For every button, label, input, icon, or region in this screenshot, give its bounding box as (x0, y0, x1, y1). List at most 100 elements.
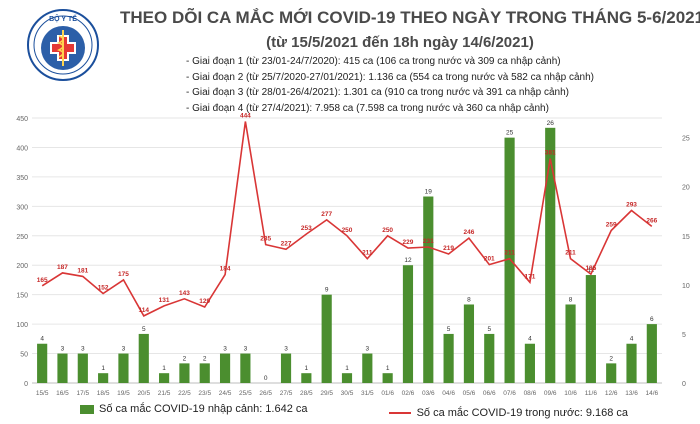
left-axis-tick-label: 400 (16, 145, 28, 152)
chart-legend: Số ca mắc COVID-19 nhập cảnh: 1.642 ca S… (80, 403, 700, 419)
bar-value-label: 5 (487, 326, 491, 333)
line-value-label: 211 (565, 250, 576, 257)
left-axis-tick-label: 50 (20, 352, 28, 359)
bar-value-label: 3 (366, 346, 370, 353)
line-value-label: 184 (220, 266, 231, 273)
bar-value-label: 4 (40, 336, 44, 343)
phase-2-text: - Giai đoạn 2 (từ 25/7/2020-27/01/2021):… (186, 71, 594, 83)
bar-value-label: 25 (506, 130, 514, 137)
line-value-label: 250 (342, 227, 353, 234)
right-axis-tick-label: 15 (682, 234, 690, 241)
x-axis-tick-label: 02/6 (402, 390, 415, 397)
bar-value-label: 19 (425, 189, 433, 196)
bar-value-label: 26 (547, 120, 555, 127)
x-axis-tick-label: 20/5 (137, 390, 150, 397)
phase-4-text: - Giai đoạn 4 (từ 27/4/2021): 7.958 ca (… (186, 102, 549, 114)
line-value-label: 211 (362, 250, 373, 257)
legend-item-imported: Số ca mắc COVID-19 nhập cảnh: 1.642 ca (80, 403, 308, 415)
x-axis-tick-label: 26/5 (259, 390, 272, 397)
x-axis-tick-label: 25/5 (239, 390, 252, 397)
legend-bar-swatch (80, 404, 94, 414)
left-axis-tick-label: 350 (16, 175, 28, 182)
bar-value-label: 2 (609, 355, 613, 362)
line-value-label: 259 (606, 221, 617, 228)
line-value-label: 229 (403, 239, 414, 246)
x-axis-tick-label: 18/5 (97, 390, 110, 397)
left-axis-tick-label: 300 (16, 204, 28, 211)
bar-imported (159, 373, 170, 383)
bar-imported (606, 363, 617, 383)
x-axis-tick-label: 08/6 (524, 390, 537, 397)
x-axis-tick-label: 14/6 (646, 390, 659, 397)
line-value-label: 114 (139, 307, 150, 314)
phase-1-text: - Giai đoạn 1 (từ 23/01-24/7/2020): 415 … (186, 56, 561, 67)
x-axis-tick-label: 03/6 (422, 390, 435, 397)
line-value-label: 381 (545, 150, 556, 157)
legend-line-swatch (388, 411, 411, 414)
bar-imported (321, 294, 332, 383)
line-value-label: 171 (524, 273, 535, 280)
bar-value-label: 3 (284, 346, 288, 353)
line-value-label: 266 (646, 217, 657, 224)
x-axis-tick-label: 01/6 (381, 390, 394, 397)
bar-value-label: 3 (81, 346, 85, 353)
bar-imported (341, 373, 353, 383)
x-axis-tick-label: 22/5 (178, 390, 191, 397)
bar-imported (443, 333, 454, 383)
line-value-label: 231 (423, 238, 434, 245)
bar-imported (179, 363, 190, 383)
right-axis-tick-label: 25 (682, 136, 690, 143)
left-axis-tick-label: 250 (16, 234, 28, 241)
line-value-label: 253 (301, 225, 312, 232)
bar-value-label: 1 (345, 365, 349, 372)
bar-value-label: 0 (264, 375, 268, 382)
bar-imported (240, 353, 251, 383)
bar-value-label: 2 (183, 355, 187, 362)
bar-value-label: 1 (305, 365, 309, 372)
bar-value-label: 8 (569, 296, 573, 303)
left-axis-tick-label: 450 (16, 116, 28, 123)
right-axis-tick-label: 0 (682, 381, 686, 388)
bar-imported (484, 333, 495, 383)
x-axis-tick-label: 30/5 (341, 390, 354, 397)
x-axis-tick-label: 16/5 (56, 390, 69, 397)
bar-imported (504, 137, 515, 383)
line-value-label: 165 (37, 277, 48, 284)
bar-imported (362, 353, 373, 383)
x-axis-tick-label: 11/6 (585, 390, 598, 397)
chart-title: THEO DÕI CA MẮC MỚI COVID-19 THEO NGÀY T… (120, 8, 700, 27)
bar-value-label: 3 (61, 346, 65, 353)
bar-value-label: 5 (142, 326, 146, 333)
line-value-label: 143 (179, 290, 190, 297)
bar-value-label: 8 (467, 296, 471, 303)
line-value-label: 181 (77, 267, 88, 274)
x-axis-tick-label: 29/5 (320, 390, 333, 397)
line-value-label: 219 (443, 245, 454, 252)
x-axis-tick-label: 10/6 (564, 390, 577, 397)
bar-value-label: 1 (386, 365, 390, 372)
line-value-label: 187 (57, 264, 68, 271)
bar-value-label: 12 (404, 257, 412, 264)
line-value-label: 131 (159, 297, 170, 304)
phase-3-text: - Giai đoạn 3 (từ 28/01-26/4/2021): 1.30… (186, 87, 569, 98)
bar-imported (423, 196, 434, 383)
bar-imported (565, 304, 576, 383)
line-value-label: 277 (321, 211, 332, 218)
ministry-logo: BỘ Y TẾ (27, 9, 99, 81)
bar-imported (77, 353, 88, 383)
x-axis-tick-label: 17/5 (76, 390, 89, 397)
x-axis-tick-label: 13/6 (625, 390, 638, 397)
x-axis-tick-label: 05/6 (463, 390, 476, 397)
bar-imported (138, 333, 149, 383)
bar-value-label: 6 (650, 316, 654, 323)
x-axis-tick-label: 09/6 (544, 390, 557, 397)
x-axis-tick-label: 23/5 (198, 390, 211, 397)
bar-imported (37, 343, 48, 383)
bar-imported (382, 373, 393, 383)
x-axis-tick-label: 21/5 (158, 390, 171, 397)
left-axis-tick-label: 150 (16, 293, 28, 300)
line-value-label: 211 (504, 250, 515, 257)
legend-label-imported: Số ca mắc COVID-19 nhập cảnh: 1.642 ca (99, 403, 308, 415)
bar-imported (219, 353, 231, 383)
